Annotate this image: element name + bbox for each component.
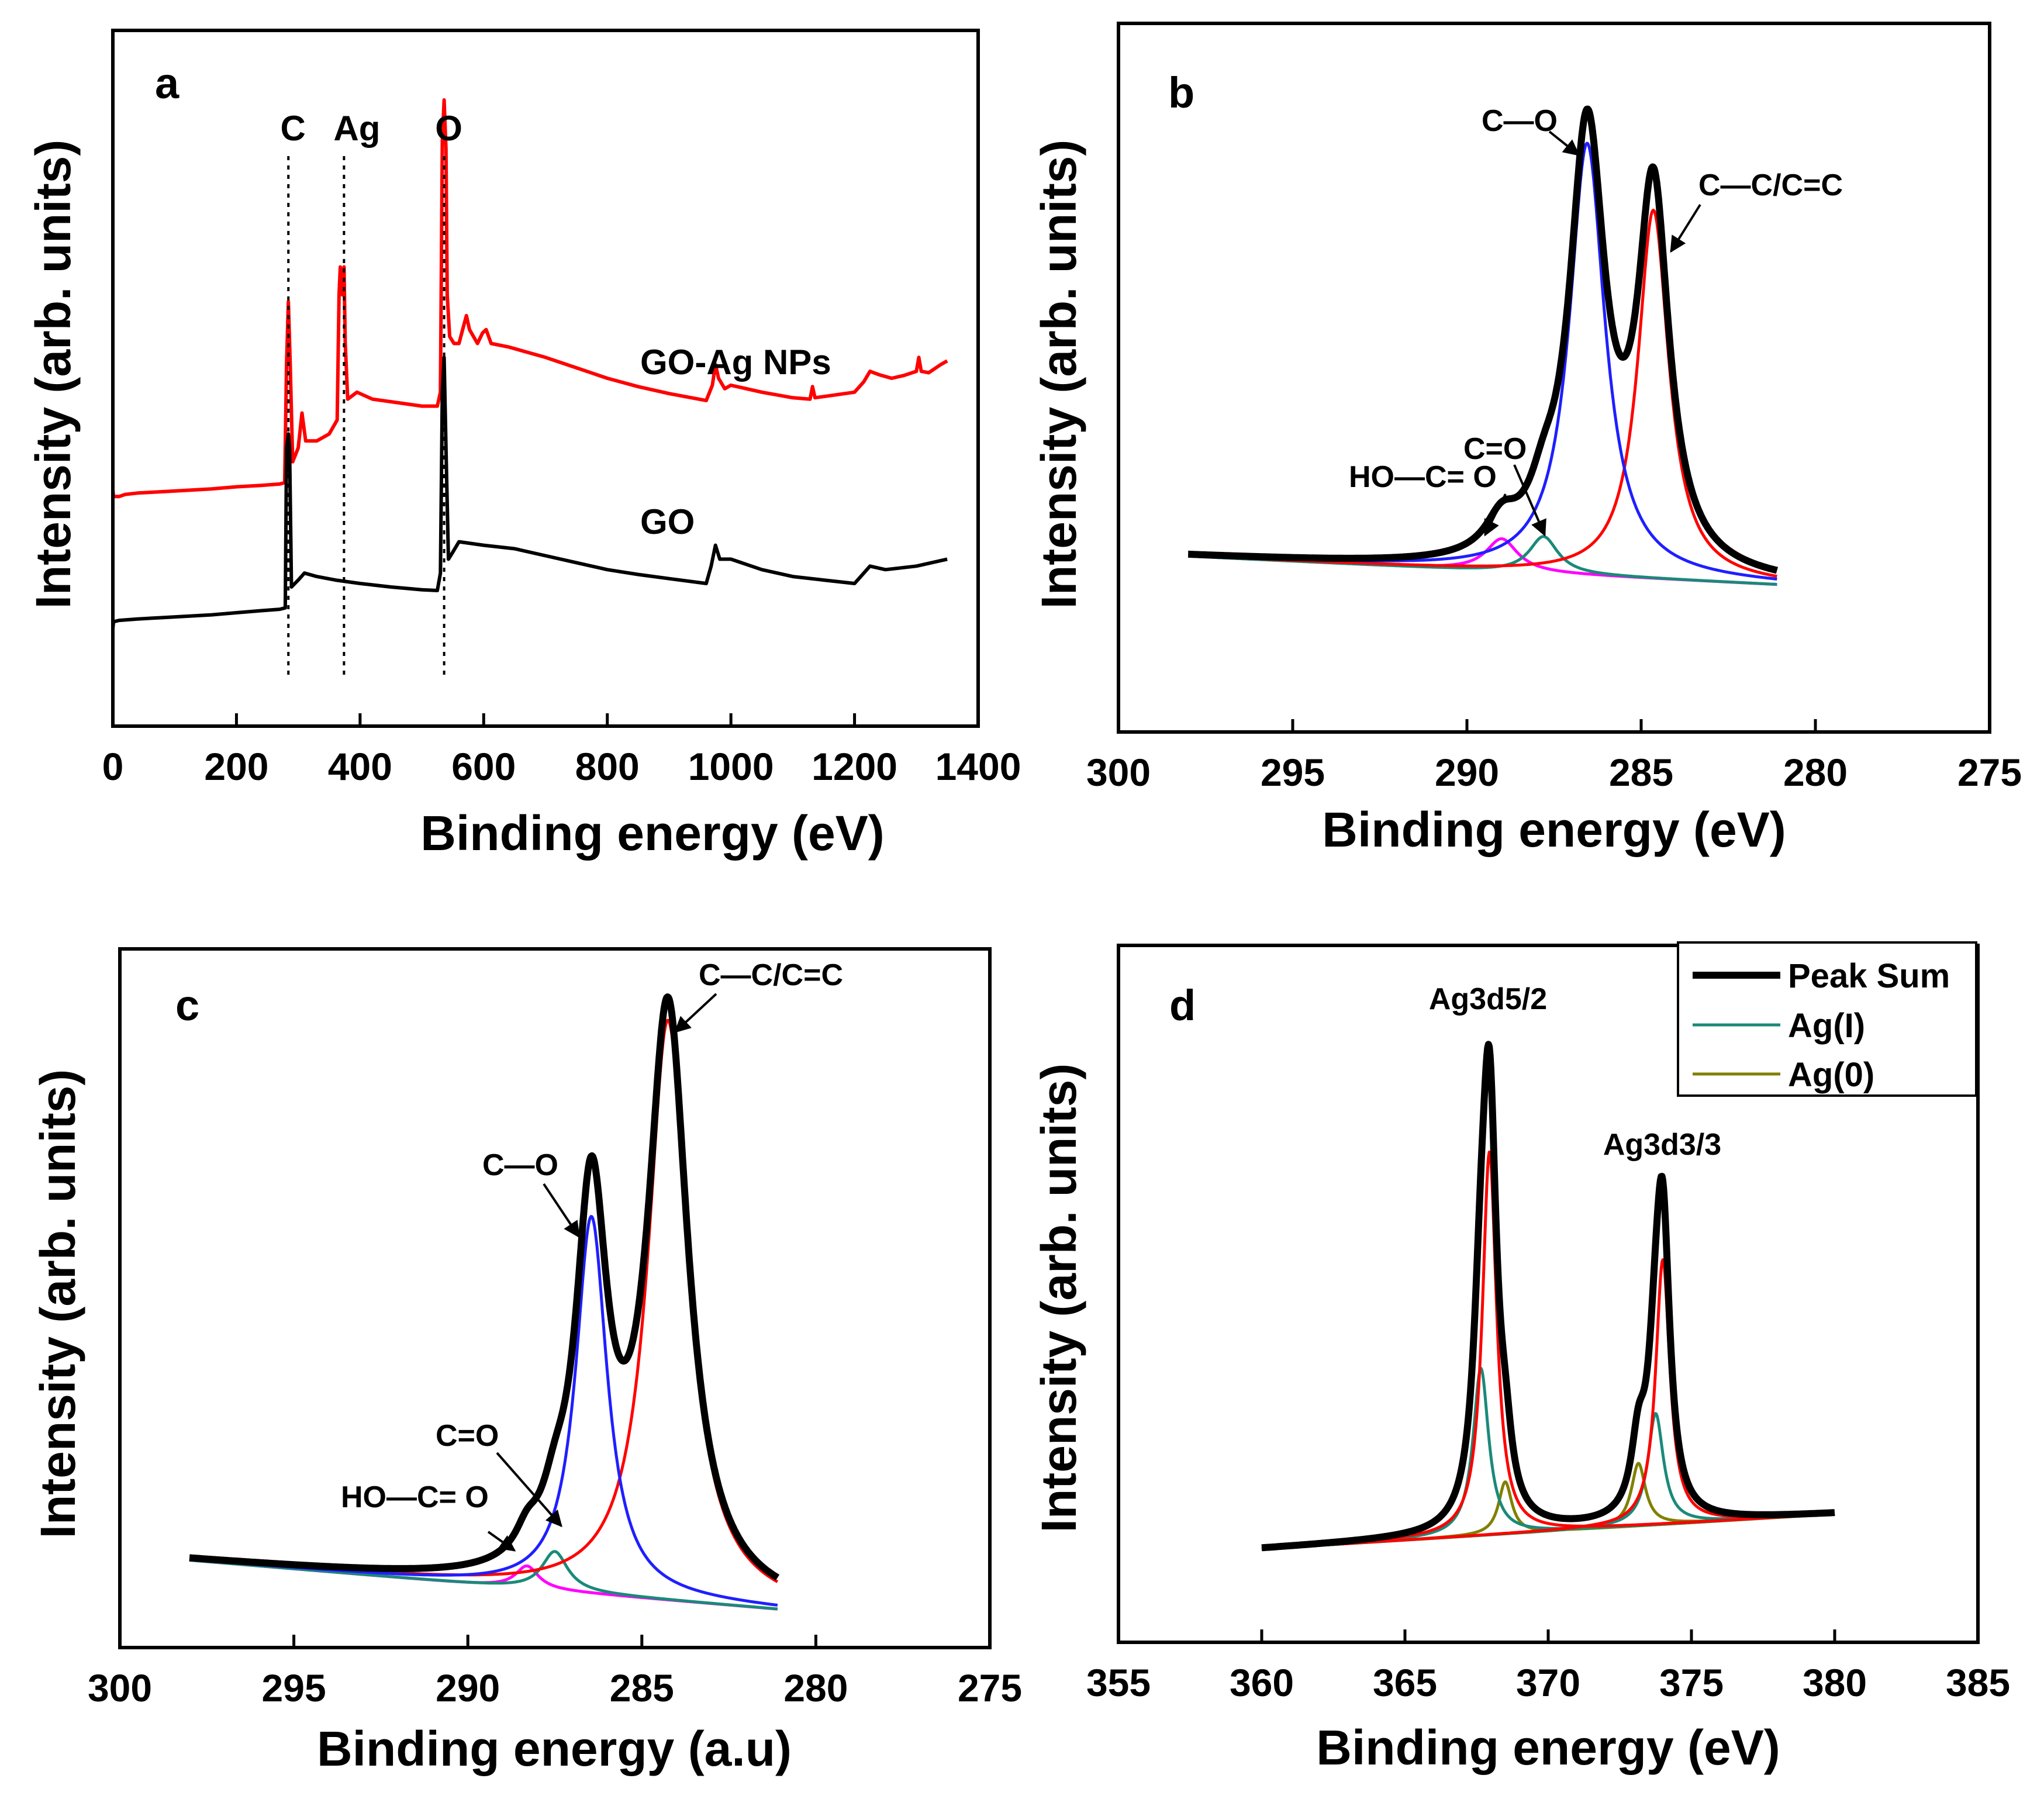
panel-a-curves: [111, 98, 948, 629]
fit-peak-sum: [1185, 105, 1780, 574]
x-tick-label: 0: [102, 745, 124, 788]
x-tick-label: 365: [1373, 1661, 1437, 1704]
series-go: [111, 355, 948, 629]
x-tick-label: 1400: [935, 745, 1021, 788]
reference-label-c: C: [281, 109, 306, 148]
panel-d-curves: [1259, 1041, 1838, 1552]
panel-c-letter: c: [175, 981, 199, 1030]
x-tick-label: 285: [610, 1666, 674, 1710]
x-tick-label: 355: [1086, 1661, 1151, 1704]
panel-b-arrow-ho-c-o: [1484, 493, 1507, 537]
panel-d-x-ticks: 355 360 365 370 375 380 385: [1086, 1629, 2010, 1704]
x-tick-label: 290: [1435, 751, 1499, 794]
panel-c-annotations: C—O C—C/C=C C=O HO—C= O: [341, 958, 843, 1552]
panel-b-arrow-c-o: [1548, 130, 1580, 156]
panel-b: 300 295 290 285 280 275 C—O C—C/C=C C=O HO—C=…: [1031, 22, 2022, 857]
panel-d-legend-box: [1677, 941, 1977, 1097]
panel-b-annotation-c-o: C—O: [1482, 104, 1558, 138]
x-tick-label: 370: [1516, 1661, 1580, 1704]
panel-d-annotation-ag3d52: Ag3d5/2: [1429, 982, 1547, 1016]
panel-b-letter: b: [1168, 68, 1194, 117]
x-tick-label: 275: [1957, 751, 2022, 794]
panel-d-frame: [1117, 944, 1980, 1644]
x-tick-label: 1000: [688, 745, 774, 788]
x-tick-label: 295: [262, 1666, 326, 1710]
panel-c-annotation-c-eq-o: C=O: [436, 1419, 499, 1453]
panel-c-y-axis-label: Intensity (arb. units): [30, 1069, 85, 1539]
panel-c-annotation-c-o: C—O: [482, 1148, 558, 1182]
x-tick-label: 280: [783, 1666, 848, 1710]
x-tick-label: 200: [204, 745, 268, 788]
panel-b-arrow-c-c: [1670, 203, 1701, 253]
x-tick-label: 280: [1783, 751, 1848, 794]
panel-b-annotation-c-c: C—C/C=C: [1698, 168, 1843, 202]
x-tick-label: 285: [1609, 751, 1673, 794]
x-tick-label: 400: [328, 745, 392, 788]
legend-label-ag-0: Ag(0): [1788, 1056, 1874, 1094]
x-tick-label: 300: [1086, 751, 1151, 794]
panel-a-vlines: C Ag O: [281, 109, 462, 676]
panel-c: 300 295 290 285 280 275 C—O C—C/C=C C=O HO—C=…: [30, 947, 1022, 1776]
panel-a-y-axis-label: Intensity (arb. units): [26, 140, 81, 609]
panel-a-series-label-go-ag: GO-Ag NPs: [640, 343, 831, 382]
x-tick-label: 800: [575, 745, 640, 788]
fit-peak-sum: [1259, 1041, 1838, 1552]
panel-c-arrow-c-o: [543, 1183, 580, 1238]
panel-d-legend: Peak Sum Ag(I) Ag(0): [1677, 941, 1977, 1097]
panel-b-annotations: C—O C—C/C=C C=O HO—C= O: [1349, 104, 1843, 537]
panel-d-x-axis-label: Binding energy (eV): [1316, 1720, 1780, 1775]
panel-c-arrow-ho-c-o: [487, 1531, 516, 1552]
panel-b-frame: [1117, 22, 1991, 734]
panel-c-curves: [187, 993, 781, 1611]
x-tick-label: 360: [1230, 1661, 1294, 1704]
panel-b-annotation-c-eq-o: C=O: [1463, 432, 1527, 466]
panel-b-x-axis-label: Binding energy (eV): [1322, 802, 1786, 857]
panel-d: 355 360 365 370 375 380 385 Ag3d5/2 Ag3d3/3 d …: [1031, 941, 2010, 1775]
panel-a-letter: a: [155, 59, 179, 108]
x-tick-label: 295: [1261, 751, 1325, 794]
x-tick-label: 375: [1659, 1661, 1724, 1704]
panel-c-arrow-c-c: [674, 993, 717, 1033]
panel-c-x-axis-label: Binding energy (a.u): [317, 1721, 792, 1776]
panel-a-x-axis-label: Binding energy (eV): [420, 806, 884, 861]
panel-b-curves: [1185, 105, 1780, 586]
x-tick-label: 380: [1803, 1661, 1867, 1704]
fit-peak-sum: [187, 993, 781, 1581]
panel-a-x-ticks: 0 200 400 600 800 1000 1200 1400: [102, 713, 1021, 788]
panel-c-annotation-c-c: C—C/C=C: [699, 958, 843, 992]
legend-label-peak-sum: Peak Sum: [1788, 957, 1950, 995]
panel-c-x-ticks: 300 295 290 285 280 275: [88, 1635, 1022, 1710]
panel-d-annotation-ag3d33: Ag3d3/3: [1603, 1128, 1721, 1162]
panel-a: 0 200 400 600 800 1000 1200 1400 C Ag O a GO-Ag N…: [26, 29, 1021, 861]
series-go-ag-nps: [111, 98, 948, 499]
panel-d-y-axis-label: Intensity (arb. units): [1031, 1063, 1086, 1533]
panel-a-frame: [111, 29, 980, 728]
panel-b-arrow-c-eq-o: [1513, 464, 1546, 537]
reference-label-o: O: [435, 109, 462, 148]
reference-label-ag: Ag: [333, 109, 380, 148]
panel-d-letter: d: [1169, 981, 1196, 1030]
panel-b-x-ticks: 300 295 290 285 280 275: [1086, 719, 2022, 794]
panel-a-series-label-go: GO: [640, 502, 695, 541]
panel-c-arrow-c-eq-o: [496, 1452, 562, 1528]
legend-label-ag-i: Ag(I): [1788, 1007, 1865, 1045]
panel-b-annotation-ho-c-o: HO—C= O: [1349, 460, 1497, 494]
panel-b-y-axis-label: Intensity (arb. units): [1031, 140, 1086, 609]
panel-c-annotation-ho-c-o: HO—C= O: [341, 1480, 489, 1514]
panel-c-frame: [118, 947, 992, 1649]
x-tick-label: 275: [958, 1666, 1022, 1710]
x-tick-label: 290: [436, 1666, 500, 1710]
x-tick-label: 300: [88, 1666, 152, 1710]
x-tick-label: 385: [1946, 1661, 2010, 1704]
x-tick-label: 1200: [812, 745, 897, 788]
x-tick-label: 600: [451, 745, 516, 788]
